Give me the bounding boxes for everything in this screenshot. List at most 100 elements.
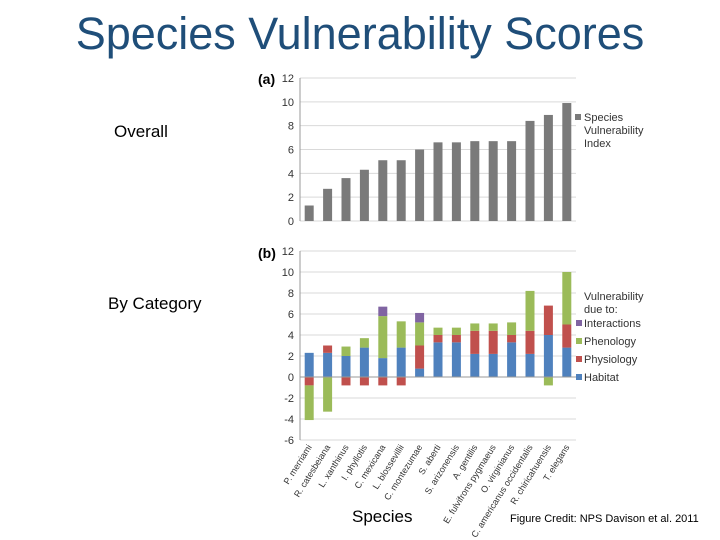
bar-segment-physiology xyxy=(488,330,498,354)
y-tick-label-b: -6 xyxy=(284,435,294,447)
y-tick-label-a: 8 xyxy=(288,121,294,133)
bar-segment-phenology xyxy=(543,377,553,386)
bar-index xyxy=(488,141,498,221)
y-tick-label-b: -2 xyxy=(284,393,294,405)
panel-b-label: (b) xyxy=(258,245,276,261)
bar-segment-habitat xyxy=(562,347,572,377)
bar-segment-physiology xyxy=(378,377,388,386)
legend-swatch-physiology xyxy=(576,356,582,362)
y-tick-label-b: -4 xyxy=(284,414,294,426)
bar-segment-physiology xyxy=(396,377,406,386)
y-tick-label-b: 8 xyxy=(288,288,294,300)
bar-segment-physiology xyxy=(415,345,425,369)
bar-segment-habitat xyxy=(323,352,333,377)
bar-segment-physiology xyxy=(433,335,443,343)
bar-segment-interactions xyxy=(415,312,425,323)
bar-index xyxy=(378,160,388,221)
slide-title: Species Vulnerability Scores xyxy=(75,8,645,59)
legend-label-index: Vulnerability xyxy=(584,125,644,137)
bar-segment-phenology xyxy=(378,316,388,359)
legend-label-interactions: Interactions xyxy=(584,318,641,330)
bar-segment-phenology xyxy=(507,322,517,335)
bar-segment-habitat xyxy=(451,342,461,377)
bar-segment-habitat xyxy=(341,356,351,377)
overall-label: Overall xyxy=(114,122,168,141)
bar-segment-physiology xyxy=(323,345,333,353)
bar-segment-physiology xyxy=(525,330,535,354)
legend-label-index: Index xyxy=(584,138,611,150)
legend-swatch-habitat xyxy=(576,374,582,380)
y-tick-label-a: 4 xyxy=(288,168,294,180)
y-tick-label-b: 2 xyxy=(288,351,294,363)
bar-segment-physiology xyxy=(341,377,351,386)
legend-title: Vulnerability xyxy=(584,291,644,303)
bar-segment-habitat xyxy=(543,335,553,377)
bar-index xyxy=(507,141,517,221)
legend-swatch-interactions xyxy=(576,320,582,326)
bar-index xyxy=(525,120,535,221)
bar-segment-phenology xyxy=(304,385,314,421)
bar-segment-phenology xyxy=(451,327,461,335)
legend-label-index: Species xyxy=(584,112,624,124)
y-tick-label-a: 2 xyxy=(288,192,294,204)
bar-segment-physiology xyxy=(507,335,517,343)
bar-segment-phenology xyxy=(415,322,425,346)
bar-segment-physiology xyxy=(451,335,461,343)
bar-index xyxy=(359,169,369,221)
bar-segment-physiology xyxy=(359,377,369,386)
y-tick-label-a: 0 xyxy=(288,216,294,228)
y-tick-label-b: 12 xyxy=(282,246,294,258)
bar-index xyxy=(323,188,333,221)
bar-segment-habitat xyxy=(470,353,480,377)
bar-segment-interactions xyxy=(378,306,388,317)
y-tick-label-a: 12 xyxy=(282,73,294,85)
bar-index xyxy=(304,205,314,221)
bar-segment-phenology xyxy=(323,377,333,412)
bar-segment-physiology xyxy=(543,305,553,335)
y-tick-label-a: 6 xyxy=(288,145,294,157)
legend-title: due to: xyxy=(584,304,618,316)
bar-segment-habitat xyxy=(488,353,498,377)
bar-segment-habitat xyxy=(415,368,425,377)
figure-credit: Figure Credit: NPS Davison et al. 2011 xyxy=(510,513,699,525)
bar-index xyxy=(341,178,351,221)
bar-segment-phenology xyxy=(396,321,406,348)
y-tick-label-b: 10 xyxy=(282,267,294,279)
bar-index xyxy=(433,142,443,221)
panel-a-label: (a) xyxy=(258,71,275,87)
bar-index xyxy=(396,160,406,221)
bar-segment-habitat xyxy=(507,342,517,377)
legend-swatch-index xyxy=(575,114,581,120)
bar-segment-physiology xyxy=(304,377,314,386)
y-tick-label-b: 0 xyxy=(288,372,294,384)
bar-segment-phenology xyxy=(341,346,351,356)
bar-index xyxy=(470,141,480,221)
y-tick-label-b: 6 xyxy=(288,309,294,321)
bar-segment-phenology xyxy=(488,323,498,331)
bar-segment-phenology xyxy=(433,327,443,335)
x-axis-label: Species xyxy=(352,507,413,526)
bar-index xyxy=(543,114,553,221)
bar-index xyxy=(415,149,425,221)
bar-segment-physiology xyxy=(470,330,480,354)
bar-segment-habitat xyxy=(359,347,369,377)
bar-segment-habitat xyxy=(433,342,443,377)
bar-segment-physiology xyxy=(562,324,572,348)
bar-segment-phenology xyxy=(359,338,369,348)
legend-swatch-phenology xyxy=(576,338,582,344)
bar-segment-habitat xyxy=(304,352,314,377)
legend-label-habitat: Habitat xyxy=(584,372,619,384)
bar-index xyxy=(562,103,572,221)
bar-segment-phenology xyxy=(470,323,480,331)
legend-label-phenology: Phenology xyxy=(584,336,636,348)
bar-segment-habitat xyxy=(378,358,388,377)
y-tick-label-a: 10 xyxy=(282,97,294,109)
y-tick-label-b: 4 xyxy=(288,330,294,342)
by-category-label: By Category xyxy=(108,294,202,313)
bar-segment-phenology xyxy=(525,290,535,331)
bar-segment-habitat xyxy=(396,347,406,377)
bar-index xyxy=(451,142,461,221)
bar-segment-habitat xyxy=(525,353,535,377)
legend-label-physiology: Physiology xyxy=(584,354,638,366)
